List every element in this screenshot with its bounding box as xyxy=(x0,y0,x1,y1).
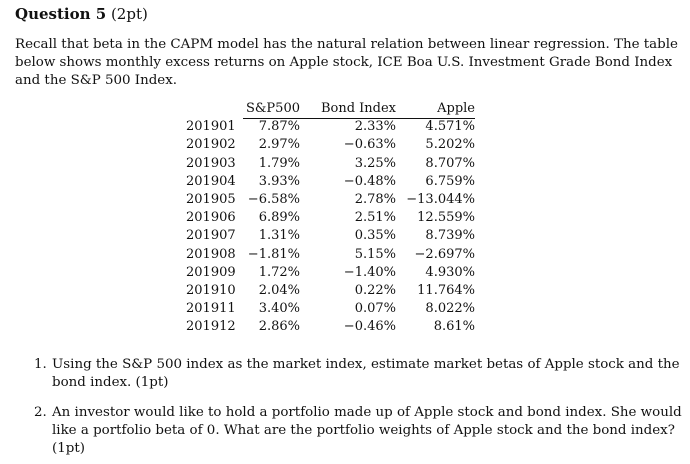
month-cell: 201903 xyxy=(186,155,236,171)
apple-cell: 8.61% xyxy=(433,319,475,335)
question-heading: Question 5 (2pt) xyxy=(15,4,148,24)
sp500-header: S&P500 xyxy=(245,101,300,116)
sub-question-2: 2. An investor would like to hold a port… xyxy=(34,404,682,458)
bond-cell: 2.33% xyxy=(354,119,396,135)
sp500-cell: 3.40% xyxy=(258,301,300,317)
month-cell: 201908 xyxy=(186,246,236,262)
intro-line: and the S&P 500 Index. xyxy=(15,73,178,88)
sp500-cell: 1.79% xyxy=(258,155,300,171)
month-cell: 201906 xyxy=(186,210,236,226)
sp500-cell: −1.81% xyxy=(247,246,300,262)
sp500-cell: 1.31% xyxy=(258,228,300,244)
sp500-cell: 6.89% xyxy=(258,210,300,226)
sp500-cell: 2.97% xyxy=(258,137,300,153)
sub-question-line: Using the S&P 500 index as the market in… xyxy=(52,357,680,372)
bond-header: Bond Index xyxy=(320,101,396,116)
apple-cell: −13.044% xyxy=(406,191,475,207)
apple-cell: 6.759% xyxy=(425,173,475,189)
bond-cell: 0.07% xyxy=(354,301,396,317)
month-cell: 201912 xyxy=(186,319,236,335)
month-cell: 201910 xyxy=(186,282,236,298)
sp500-cell: 1.72% xyxy=(258,264,300,280)
apple-cell: 5.202% xyxy=(425,137,475,153)
question-points: (2pt) xyxy=(110,5,148,23)
bond-cell: −0.46% xyxy=(343,319,396,335)
sub-question-1: 1. Using the S&P 500 index as the market… xyxy=(34,356,680,392)
bond-cell: −0.48% xyxy=(343,173,396,189)
apple-cell: −2.697% xyxy=(414,246,475,262)
sp500-cell: 7.87% xyxy=(258,119,300,135)
apple-cell: 4.930% xyxy=(425,264,475,280)
sub-question-list: 1. Using the S&P 500 index as the market… xyxy=(34,356,682,458)
apple-cell: 12.559% xyxy=(417,210,475,226)
bond-cell: 5.15% xyxy=(354,246,396,262)
month-cell: 201905 xyxy=(186,191,236,207)
sp500-column: S&P500 7.87% 2.97% 1.79% 3.93% −6.58% 6.… xyxy=(240,100,300,336)
sub-question-line: bond index. (1pt) xyxy=(52,375,169,390)
intro-line: below shows monthly excess returns on Ap… xyxy=(15,55,673,70)
bond-cell: 2.51% xyxy=(354,210,396,226)
month-cell: 201901 xyxy=(186,119,236,135)
sp500-cell: 2.86% xyxy=(258,319,300,335)
sub-question-number: 1. xyxy=(34,357,47,372)
sp500-cell: 3.93% xyxy=(258,173,300,189)
sp500-cell: 2.04% xyxy=(258,282,300,298)
bond-cell: −1.40% xyxy=(343,264,396,280)
sub-question-line: An investor would like to hold a portfol… xyxy=(52,405,682,420)
apple-cell: 4.571% xyxy=(425,119,475,135)
month-cell: 201904 xyxy=(186,173,236,189)
bond-cell: −0.63% xyxy=(343,137,396,153)
apple-column: Apple 4.571% 5.202% 8.707% 6.759% −13.04… xyxy=(400,100,475,336)
bond-cell: 0.35% xyxy=(354,228,396,244)
intro-paragraph: Recall that beta in the CAPM model has t… xyxy=(15,36,678,90)
sub-question-number: 2. xyxy=(34,405,47,420)
month-cell: 201907 xyxy=(186,228,236,244)
month-cell: 201909 xyxy=(186,264,236,280)
apple-header: Apple xyxy=(437,101,475,116)
bond-cell: 0.22% xyxy=(354,282,396,298)
bond-column: Bond Index 2.33% −0.63% 3.25% −0.48% 2.7… xyxy=(306,100,396,336)
apple-cell: 11.764% xyxy=(417,282,475,298)
month-cell: 201911 xyxy=(186,301,236,317)
sub-question-line: like a portfolio beta of 0. What are the… xyxy=(52,423,675,438)
bond-cell: 3.25% xyxy=(354,155,396,171)
apple-cell: 8.739% xyxy=(425,228,475,244)
intro-line: Recall that beta in the CAPM model has t… xyxy=(15,37,678,52)
bond-cell: 2.78% xyxy=(354,191,396,207)
month-column: 201901 201902 201903 201904 201905 20190… xyxy=(186,118,238,336)
month-cell: 201902 xyxy=(186,137,236,153)
header-rule xyxy=(243,118,475,119)
sub-question-line: (1pt) xyxy=(52,441,85,456)
question-number: Question 5 xyxy=(15,5,107,23)
sp500-cell: −6.58% xyxy=(247,191,300,207)
apple-cell: 8.707% xyxy=(425,155,475,171)
apple-cell: 8.022% xyxy=(425,301,475,317)
